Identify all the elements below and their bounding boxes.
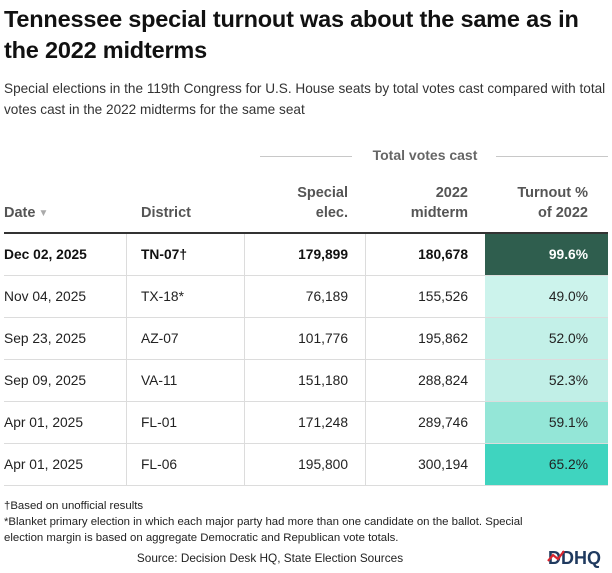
column-divider <box>126 444 127 485</box>
cell-special-votes: 171,248 <box>298 415 348 430</box>
column-header-turnout-line1: Turnout % <box>517 185 588 201</box>
column-divider <box>365 360 366 401</box>
chart-subtitle: Special elections in the 119th Congress … <box>4 81 606 117</box>
ddhq-logo: DDHQ <box>547 548 601 568</box>
cell-midterm-votes: 288,824 <box>418 373 468 388</box>
column-divider <box>244 318 245 359</box>
column-divider <box>126 276 127 317</box>
cell-midterm-votes: 180,678 <box>418 247 468 262</box>
cell-date: Apr 01, 2025 <box>4 457 84 472</box>
table-header-rule <box>4 232 608 234</box>
cell-district: FL-06 <box>141 457 178 472</box>
cell-district: TN-07† <box>141 247 188 262</box>
column-divider <box>365 318 366 359</box>
cell-midterm-votes: 289,746 <box>418 415 468 430</box>
column-header-special-line1: Special <box>297 185 348 201</box>
column-header-midterm-line2: midterm <box>410 205 468 221</box>
cell-date: Sep 09, 2025 <box>4 373 87 388</box>
column-divider <box>244 402 245 443</box>
cell-district: AZ-07 <box>141 331 179 346</box>
column-divider <box>126 318 127 359</box>
group-header-label: Total votes cast <box>372 147 478 163</box>
column-divider <box>365 276 366 317</box>
column-divider <box>244 276 245 317</box>
cell-turnout: 59.1% <box>485 402 608 443</box>
footnote-dagger: †Based on unofficial results <box>4 500 144 512</box>
turnout-table: Dec 02, 2025 TN-07† 179,899 180,678 99.6… <box>4 234 608 486</box>
table-row: Sep 23, 2025 AZ-07 101,776 195,862 52.0% <box>4 318 608 360</box>
column-header-midterm[interactable]: 2022 midterm <box>368 183 468 223</box>
cell-special-votes: 179,899 <box>298 247 348 262</box>
table-row: Dec 02, 2025 TN-07† 179,899 180,678 99.6… <box>4 234 608 276</box>
cell-date: Dec 02, 2025 <box>4 247 87 262</box>
cell-midterm-votes: 300,194 <box>418 457 468 472</box>
column-header-turnout[interactable]: Turnout % of 2022 <box>480 183 588 223</box>
cell-date: Sep 23, 2025 <box>4 331 87 346</box>
column-header-date[interactable]: Date ▼ <box>4 203 48 224</box>
group-header-rule-left <box>260 156 352 157</box>
group-header-rule-right <box>496 156 608 157</box>
cell-special-votes: 151,180 <box>298 373 348 388</box>
column-header-midterm-line1: 2022 <box>435 185 468 201</box>
table-row: Apr 01, 2025 FL-06 195,800 300,194 65.2% <box>4 444 608 486</box>
sort-down-icon[interactable]: ▼ <box>38 208 49 219</box>
cell-turnout: 65.2% <box>485 444 608 485</box>
ddhq-logo-swoosh <box>547 550 565 562</box>
cell-special-votes: 76,189 <box>305 289 348 304</box>
table-row: Sep 09, 2025 VA-11 151,180 288,824 52.3% <box>4 360 608 402</box>
column-header-turnout-line2: of 2022 <box>538 205 588 221</box>
column-divider <box>244 444 245 485</box>
cell-date: Apr 01, 2025 <box>4 415 84 430</box>
cell-midterm-votes: 195,862 <box>418 331 468 346</box>
cell-turnout: 49.0% <box>485 276 608 317</box>
column-divider <box>365 444 366 485</box>
cell-turnout: 52.3% <box>485 360 608 401</box>
column-divider <box>126 402 127 443</box>
cell-turnout: 99.6% <box>485 234 608 275</box>
column-header-district[interactable]: District <box>141 205 191 221</box>
cell-district: VA-11 <box>141 373 178 388</box>
column-divider <box>126 360 127 401</box>
column-header-date-label: Date <box>4 205 36 221</box>
cell-turnout: 52.0% <box>485 318 608 359</box>
source-credit: Source: Decision Desk HQ, State Election… <box>136 551 404 565</box>
column-divider <box>126 234 127 275</box>
column-divider <box>244 360 245 401</box>
table-row: Apr 01, 2025 FL-01 171,248 289,746 59.1% <box>4 402 608 444</box>
cell-special-votes: 101,776 <box>298 331 348 346</box>
table-row: Nov 04, 2025 TX-18* 76,189 155,526 49.0% <box>4 276 608 318</box>
cell-date: Nov 04, 2025 <box>4 289 87 304</box>
column-divider <box>365 402 366 443</box>
cell-district: TX-18* <box>141 289 184 304</box>
column-header-special[interactable]: Special elec. <box>248 183 348 223</box>
cell-special-votes: 195,800 <box>298 457 348 472</box>
total-votes-group-header: Total votes cast <box>260 146 608 166</box>
cell-midterm-votes: 155,526 <box>418 289 468 304</box>
chart-title: Tennessee special turnout was about the … <box>4 6 579 63</box>
column-header-special-line2: elec. <box>315 205 348 221</box>
column-divider <box>244 234 245 275</box>
footnote-asterisk: *Blanket primary election in which each … <box>4 516 523 544</box>
cell-district: FL-01 <box>141 415 178 430</box>
column-divider <box>365 234 366 275</box>
